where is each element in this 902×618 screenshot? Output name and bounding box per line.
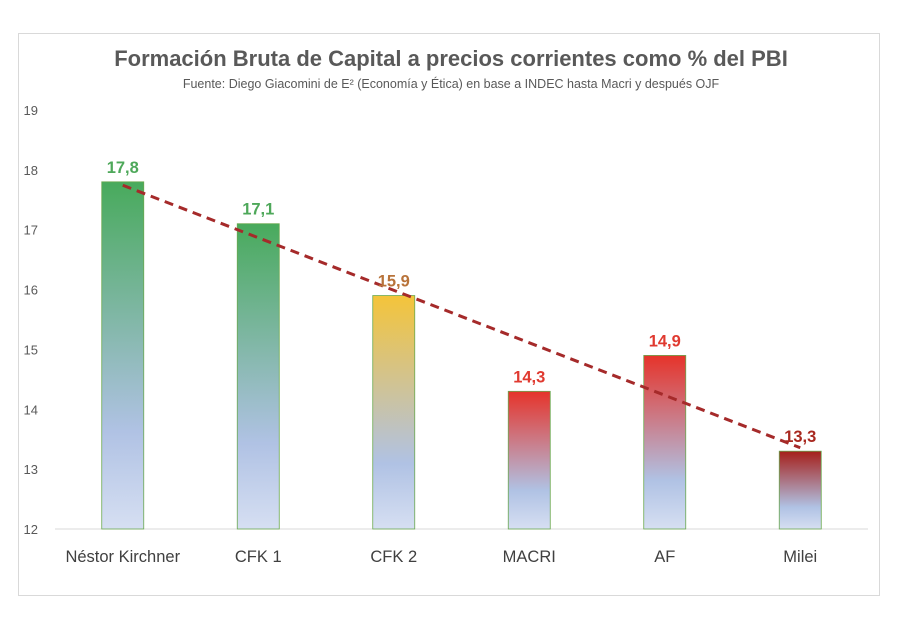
chart-title: Formación Bruta de Capital a precios cor…: [114, 46, 788, 71]
data-label: 17,1: [242, 201, 274, 219]
x-category-label: Néstor Kirchner: [65, 548, 180, 566]
x-category-label: CFK 1: [235, 548, 282, 566]
data-label: 13,3: [784, 428, 816, 446]
bar-af: [643, 355, 687, 530]
y-tick-label: 19: [24, 103, 38, 118]
bar-milei: [778, 450, 822, 530]
y-tick-label: 15: [24, 342, 38, 357]
x-category-label: MACRI: [503, 548, 556, 566]
x-category-label: CFK 2: [370, 548, 417, 566]
y-tick-label: 16: [24, 283, 38, 298]
x-category-label: AF: [654, 548, 675, 566]
y-tick-label: 17: [24, 223, 38, 238]
data-label: 17,8: [107, 159, 139, 177]
bar-cfk-1: [236, 223, 280, 530]
bar-macri: [507, 390, 551, 530]
chart-subtitle: Fuente: Diego Giacomini de E² (Economía …: [182, 77, 720, 91]
trendline: [122, 183, 801, 450]
y-tick-label: 13: [24, 462, 38, 477]
bar-cfk-2: [372, 295, 416, 530]
data-label: 15,9: [378, 273, 410, 291]
y-tick-label: 18: [24, 163, 38, 178]
y-tick-label: 12: [24, 522, 38, 537]
bar-n-stor-kirchner: [101, 181, 145, 530]
y-tick-label: 14: [24, 402, 38, 417]
data-label: 14,3: [513, 368, 545, 386]
data-label: 14,9: [649, 332, 681, 350]
chart-frame: [18, 33, 880, 596]
x-category-label: Milei: [783, 548, 817, 566]
